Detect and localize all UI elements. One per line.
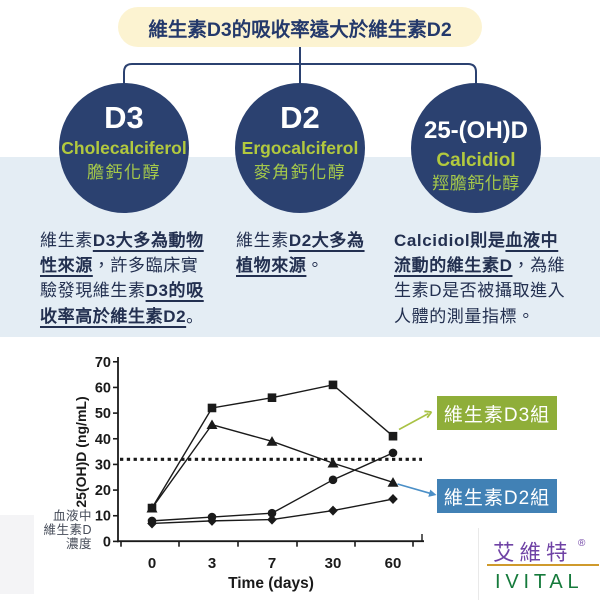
svg-text:0: 0 [148,555,156,572]
svg-text:0: 0 [103,534,111,550]
svg-text:20: 20 [95,483,111,499]
node-circle-d3: D3 Cholecalciferol 膽鈣化醇 [59,83,189,213]
node-d2-chinese-name: 麥角鈣化醇 [253,163,347,182]
svg-text:60: 60 [385,555,402,572]
svg-text:10: 10 [95,509,111,525]
node-d3-english-name: Cholecalciferol [61,138,187,158]
node-circle-d2: D2 Ergocalciferol 麥角鈣化醇 [235,83,365,213]
legend-d3-group: 維生素D3組 [437,396,557,430]
y-axis-title: 25(OH)D (ng/mL) [73,396,89,507]
description-d2: 維生素D2大多為 植物來源。 [236,231,365,276]
node-d3-abbr: D3 [104,100,144,135]
svg-text:70: 70 [95,355,111,371]
faint-gray-rectangle [0,515,34,594]
node-d2-abbr: D2 [280,100,320,135]
svg-text:50: 50 [95,406,111,422]
node-25ohd-chinese-name: 羥膽鈣化醇 [432,174,520,193]
node-25ohd-abbr: 25-(OH)D [423,117,528,144]
title-banner: 維生素D3的吸收率遠大於維生素D2 [118,7,482,47]
registered-trademark-icon: ® [578,538,586,549]
page-title: 維生素D3的吸收率遠大於維生素D2 [148,18,452,41]
svg-text:30: 30 [325,555,342,572]
node-d2-english-name: Ergocalciferol [241,138,359,158]
svg-text:40: 40 [95,432,111,448]
x-axis-title: Time (days) [228,575,314,592]
svg-text:7: 7 [268,555,276,572]
brand-name-chinese: 艾維特 [493,541,573,565]
svg-text:30: 30 [95,457,111,473]
faint-gray-line [478,528,479,600]
brand-name-english: IVITAL [495,571,584,593]
node-25ohd-english-name: Calcidiol [436,150,516,171]
svg-text:60: 60 [95,380,111,396]
svg-text:3: 3 [208,555,216,572]
description-d3: 維生素D3大多為動物 性來源，許多臨床實 驗發現維生素D3的吸 收率高於維生素D2。 [40,231,204,326]
y-axis-note: 血液中 維生素D 濃度 [43,509,92,551]
node-circle-25ohd: 25-(OH)D Calcidiol 羥膽鈣化醇 [411,83,541,213]
logo-divider-line [487,564,599,567]
description-calcidiol: Calcidiol則是血液中 流動的維生素D，為維 生素D是否被攝取進入 人體的測量指… [394,231,566,326]
legend-d2-group: 維生素D2組 [437,479,557,513]
node-d3-chinese-name: 膽鈣化醇 [87,163,161,182]
